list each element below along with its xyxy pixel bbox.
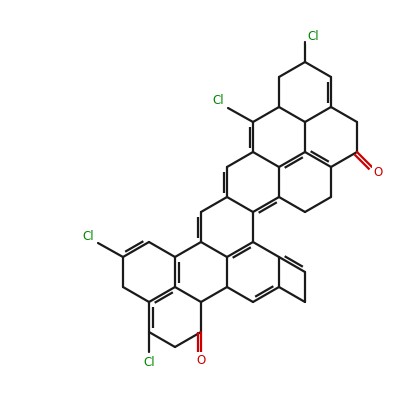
Text: Cl: Cl [307,30,319,42]
Text: O: O [373,166,383,180]
Text: Cl: Cl [82,230,94,244]
Text: Cl: Cl [143,356,155,368]
Text: O: O [196,354,206,366]
Text: Cl: Cl [212,94,224,106]
